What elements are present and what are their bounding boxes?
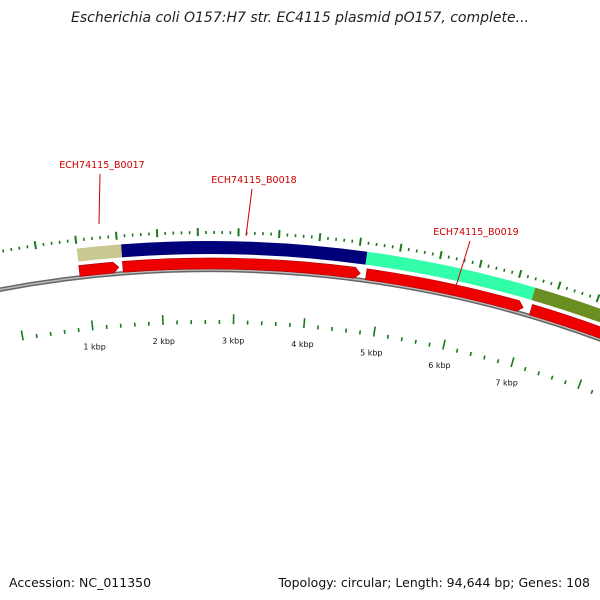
map-title: Escherichia coli O157:H7 str. EC4115 pla… <box>71 10 529 26</box>
outer-tick <box>595 294 600 303</box>
outer-tick <box>503 268 506 272</box>
outer-tick <box>478 259 483 268</box>
inner-tick <box>537 371 541 376</box>
cds-arrow-track <box>78 257 600 339</box>
kbp-label: 7 kbp <box>495 378 517 387</box>
gene-label-leader <box>245 188 253 237</box>
outer-tick <box>447 255 450 259</box>
outer-tick <box>74 235 78 244</box>
inner-tick <box>63 329 66 334</box>
kbp-label: 1 kbp <box>83 342 105 351</box>
cds-arrow <box>528 304 600 339</box>
gene-band-segment <box>121 241 368 265</box>
gene-band-track <box>76 241 600 323</box>
kbp-label: 6 kbp <box>428 361 450 370</box>
inner-tick <box>414 339 417 344</box>
gene-label-leader <box>455 240 471 287</box>
outer-tick <box>10 247 13 252</box>
outer-tick <box>588 294 592 298</box>
inner-tick <box>386 334 390 339</box>
topology-summary: Topology: circular; Length: 94,644 bp; G… <box>278 575 590 590</box>
inner-tick <box>372 326 376 337</box>
outer-tick <box>550 281 553 286</box>
outer-tick <box>471 260 474 265</box>
kbp-label-ring: 1 kbp 2 kbp 3 kbp 4 kbp 5 kbp 6 kbp 7 kbp <box>83 336 517 387</box>
inner-tick <box>455 348 459 353</box>
outer-tick <box>399 243 403 252</box>
gene-label: ECH74115_B0019 <box>433 227 518 238</box>
inner-tick <box>358 330 362 335</box>
gene-band-segment <box>76 244 123 262</box>
inner-tick <box>577 379 583 390</box>
accession-text: Accession: NC_011350 <box>9 575 152 590</box>
outer-tick <box>534 277 537 281</box>
inner-tick <box>90 320 94 331</box>
gene-label: ECH74115_B0018 <box>211 175 296 186</box>
kbp-label: 4 kbp <box>291 340 313 349</box>
inner-tick <box>35 333 38 339</box>
outer-tick <box>487 264 490 268</box>
gene-label-layer: ECH74115_B0017 ECH74115_B0018 ECH74115_B00… <box>59 160 519 287</box>
inner-tick <box>49 331 52 336</box>
inner-tick-ring <box>20 314 594 395</box>
inner-tick <box>496 359 500 364</box>
inner-tick <box>344 328 348 333</box>
inner-tick <box>563 380 567 385</box>
outer-tick <box>495 266 498 270</box>
outer-tick-ring <box>2 228 600 303</box>
outer-tick <box>518 269 523 279</box>
inner-tick <box>428 342 431 347</box>
inner-tick <box>523 366 527 372</box>
gene-band-segment <box>365 251 536 301</box>
inner-tick <box>510 357 515 368</box>
backbone-line-highlight <box>0 269 600 341</box>
cds-arrow <box>365 268 524 312</box>
outer-tick <box>358 237 362 246</box>
cds-arrow <box>122 257 361 279</box>
outer-tick <box>115 231 118 240</box>
gene-label: ECH74115_B0017 <box>59 160 144 171</box>
outer-tick <box>565 286 569 291</box>
outer-tick <box>455 257 458 261</box>
outer-tick <box>423 250 426 255</box>
outer-tick <box>439 250 443 260</box>
inner-tick <box>442 339 446 350</box>
outer-tick <box>581 291 584 296</box>
outer-tick <box>431 252 434 256</box>
outer-tick <box>542 279 545 283</box>
kbp-label: 3 kbp <box>222 336 244 345</box>
inner-tick <box>469 351 473 357</box>
inner-tick <box>20 330 24 341</box>
kbp-label: 2 kbp <box>153 337 175 346</box>
gene-label-leader <box>98 173 101 225</box>
kbp-label: 5 kbp <box>360 348 382 357</box>
outer-tick <box>2 249 5 253</box>
inner-tick <box>483 355 486 360</box>
outer-tick <box>318 233 322 242</box>
outer-tick <box>526 274 530 279</box>
cds-arrow <box>78 261 120 277</box>
inner-tick <box>590 389 594 395</box>
inner-tick <box>550 375 554 380</box>
outer-tick <box>33 241 37 250</box>
inner-tick <box>302 318 306 329</box>
gene-band-segment <box>531 287 600 323</box>
outer-tick <box>511 270 514 274</box>
outer-tick <box>407 247 410 252</box>
outer-tick <box>415 249 418 253</box>
outer-tick <box>573 289 576 293</box>
outer-tick <box>463 258 466 263</box>
outer-tick <box>557 281 562 290</box>
backbone-circle <box>0 267 600 342</box>
inner-tick <box>400 337 403 342</box>
